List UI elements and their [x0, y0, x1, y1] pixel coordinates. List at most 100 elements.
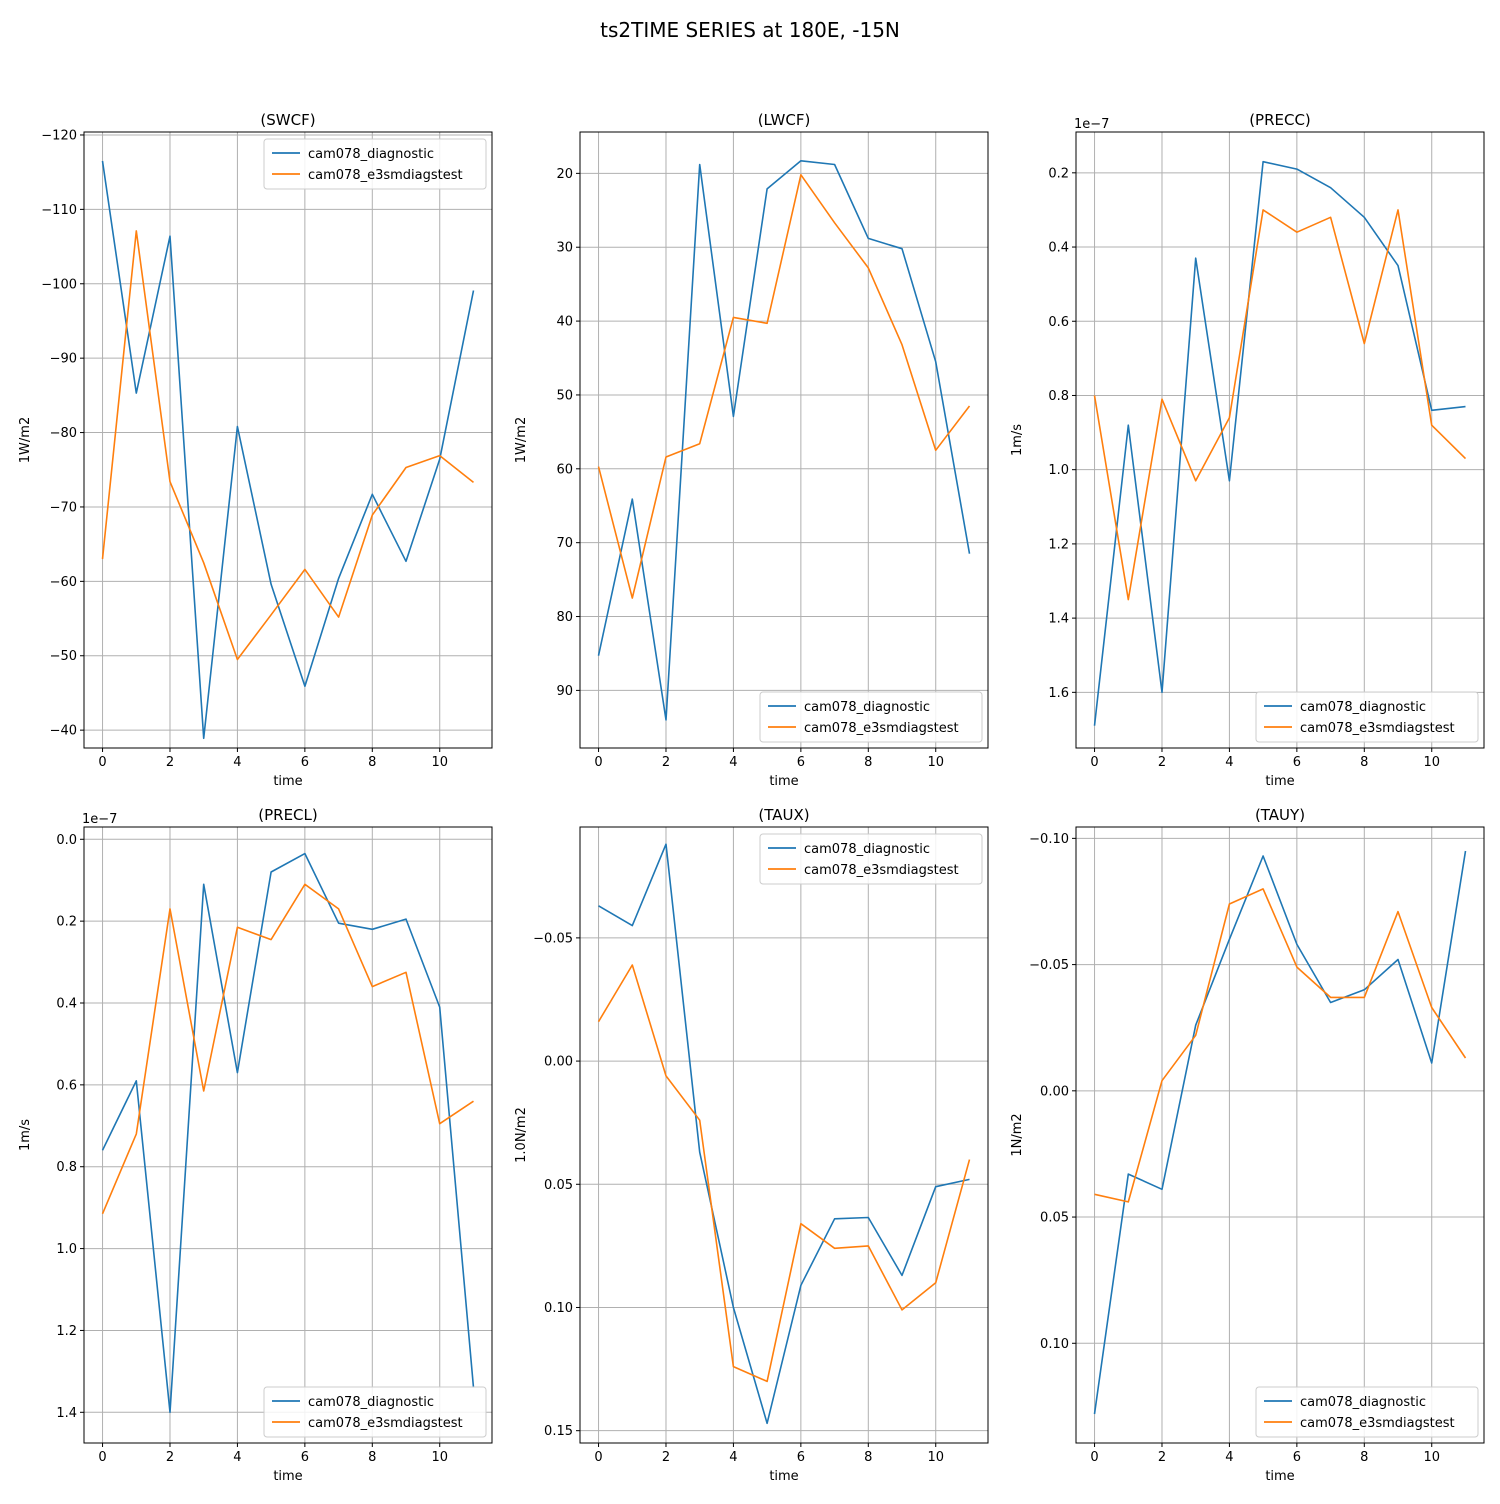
legend-entry: cam078_e3smdiagstest [308, 1416, 463, 1431]
subplot-title: (PRECC) [1249, 111, 1311, 129]
legend-entry: cam078_diagnostic [804, 842, 930, 857]
x-tick-label: 8 [864, 1450, 872, 1465]
y-tick-label: 0.05 [544, 1178, 573, 1193]
x-axis-label: time [273, 1469, 302, 1484]
x-tick-label: 8 [1360, 755, 1368, 770]
y-tick-label: 0.00 [1040, 1084, 1069, 1099]
x-tick-label: 6 [1293, 1450, 1301, 1465]
y-tick-label: −70 [50, 500, 77, 515]
legend-entry: cam078_e3smdiagstest [804, 721, 959, 736]
legend-entry: cam078_e3smdiagstest [804, 863, 959, 878]
y-tick-label: 0.0 [56, 833, 77, 848]
y-tick-label: −0.05 [1029, 958, 1069, 973]
x-axis-label: time [1265, 1469, 1294, 1484]
y-tick-label: −110 [41, 203, 77, 218]
x-tick-label: 6 [797, 755, 805, 770]
x-tick-label: 8 [864, 755, 872, 770]
y-axis-scale-note: 1e−7 [82, 812, 117, 827]
y-tick-label: −80 [50, 426, 77, 441]
y-tick-label: −40 [50, 724, 77, 739]
y-tick-label: 0.2 [56, 915, 77, 930]
legend-entry: cam078_diagnostic [804, 700, 930, 715]
legend-entry: cam078_e3smdiagstest [1300, 1416, 1455, 1431]
y-tick-label: −0.10 [1029, 832, 1069, 847]
legend-entry: cam078_e3smdiagstest [308, 168, 463, 183]
y-tick-label: 0.6 [56, 1078, 77, 1093]
legend-entry: cam078_diagnostic [1300, 1395, 1426, 1410]
y-tick-label: 1.6 [1048, 686, 1069, 701]
y-tick-label: 0.15 [544, 1424, 573, 1439]
y-tick-label: 0.6 [1048, 315, 1069, 330]
legend-entry: cam078_diagnostic [308, 1395, 434, 1410]
subplot-title: (SWCF) [260, 111, 315, 129]
subplot-title: (TAUX) [758, 806, 809, 824]
x-tick-label: 0 [98, 755, 106, 770]
y-tick-label: −0.05 [533, 931, 573, 946]
x-axis-label: time [769, 1469, 798, 1484]
x-tick-label: 4 [233, 1450, 241, 1465]
x-tick-label: 0 [1090, 755, 1098, 770]
x-tick-label: 6 [797, 1450, 805, 1465]
x-axis-label: time [273, 774, 302, 789]
x-tick-label: 4 [1225, 1450, 1233, 1465]
y-tick-label: 1.2 [56, 1324, 77, 1339]
x-tick-label: 6 [301, 1450, 309, 1465]
y-tick-label: 90 [556, 684, 573, 699]
y-axis-label: 1m/s [1010, 424, 1025, 456]
x-tick-label: 2 [1158, 755, 1166, 770]
y-tick-label: 40 [556, 315, 573, 330]
y-tick-label: 0.4 [56, 997, 77, 1012]
y-tick-label: −120 [41, 128, 77, 143]
y-tick-label: 1.4 [56, 1406, 77, 1421]
subplot-title: (PRECL) [258, 806, 317, 824]
legend-entry: cam078_diagnostic [308, 147, 434, 162]
y-axis-label: 1m/s [18, 1119, 33, 1151]
y-tick-label: 1.4 [1048, 612, 1069, 627]
x-tick-label: 6 [1293, 755, 1301, 770]
x-axis-label: time [769, 774, 798, 789]
legend-entry: cam078_diagnostic [1300, 700, 1426, 715]
y-tick-label: 1.2 [1048, 537, 1069, 552]
figure-suptitle: ts2TIME SERIES at 180E, -15N [600, 18, 900, 42]
x-tick-label: 2 [662, 755, 670, 770]
y-tick-label: −100 [41, 277, 77, 292]
y-tick-label: 1.0 [1048, 463, 1069, 478]
y-axis-label: 1W/m2 [514, 417, 529, 463]
y-tick-label: −90 [50, 352, 77, 367]
y-tick-label: 0.2 [1048, 166, 1069, 181]
x-tick-label: 10 [431, 1450, 448, 1465]
x-tick-label: 4 [1225, 755, 1233, 770]
y-tick-label: −50 [50, 649, 77, 664]
y-tick-label: 70 [556, 536, 573, 551]
x-tick-label: 10 [927, 755, 944, 770]
x-tick-label: 2 [1158, 1450, 1166, 1465]
x-tick-label: 8 [1360, 1450, 1368, 1465]
y-tick-label: 0.10 [544, 1301, 573, 1316]
x-tick-label: 0 [98, 1450, 106, 1465]
x-tick-label: 10 [431, 755, 448, 770]
x-axis-label: time [1265, 774, 1294, 789]
x-tick-label: 10 [927, 1450, 944, 1465]
y-tick-label: 50 [556, 388, 573, 403]
y-tick-label: 0.05 [1040, 1211, 1069, 1226]
y-tick-label: 80 [556, 610, 573, 625]
x-tick-label: 6 [301, 755, 309, 770]
y-tick-label: 0.4 [1048, 241, 1069, 256]
x-tick-label: 0 [1090, 1450, 1098, 1465]
y-axis-scale-note: 1e−7 [1074, 117, 1109, 132]
y-axis-label: 1N/m2 [1010, 1113, 1025, 1156]
y-axis-label: 1.0N/m2 [514, 1107, 529, 1163]
subplot-title: (LWCF) [758, 111, 811, 129]
x-tick-label: 2 [662, 1450, 670, 1465]
legend-entry: cam078_e3smdiagstest [1300, 721, 1455, 736]
y-tick-label: 20 [556, 167, 573, 182]
y-tick-label: 0.00 [544, 1055, 573, 1070]
x-tick-label: 4 [729, 755, 737, 770]
x-tick-label: 2 [166, 1450, 174, 1465]
y-tick-label: 60 [556, 462, 573, 477]
y-tick-label: 0.8 [1048, 389, 1069, 404]
y-axis-label: 1W/m2 [18, 417, 33, 463]
